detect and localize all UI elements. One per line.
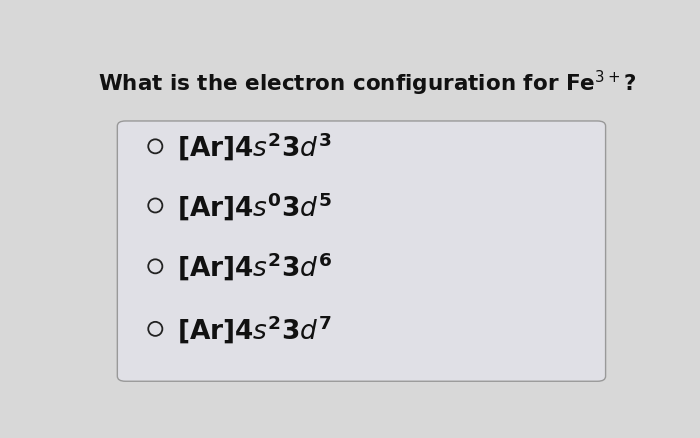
Text: $\mathbf{[Ar]4\mathit{s}^03\mathit{d}^5}$: $\mathbf{[Ar]4\mathit{s}^03\mathit{d}^5}… (177, 190, 332, 222)
Text: $\mathbf{[Ar]4\mathit{s}^23\mathit{d}^3}$: $\mathbf{[Ar]4\mathit{s}^23\mathit{d}^3}… (177, 131, 332, 163)
Text: What is the electron configuration for $\mathbf{Fe}^{3+}$?: What is the electron configuration for $… (98, 68, 636, 98)
Text: $\mathbf{[Ar]4\mathit{s}^23\mathit{d}^7}$: $\mathbf{[Ar]4\mathit{s}^23\mathit{d}^7}… (177, 313, 332, 345)
FancyBboxPatch shape (118, 122, 606, 381)
Text: $\mathbf{[Ar]4\mathit{s}^23\mathit{d}^6}$: $\mathbf{[Ar]4\mathit{s}^23\mathit{d}^6}… (177, 251, 332, 283)
